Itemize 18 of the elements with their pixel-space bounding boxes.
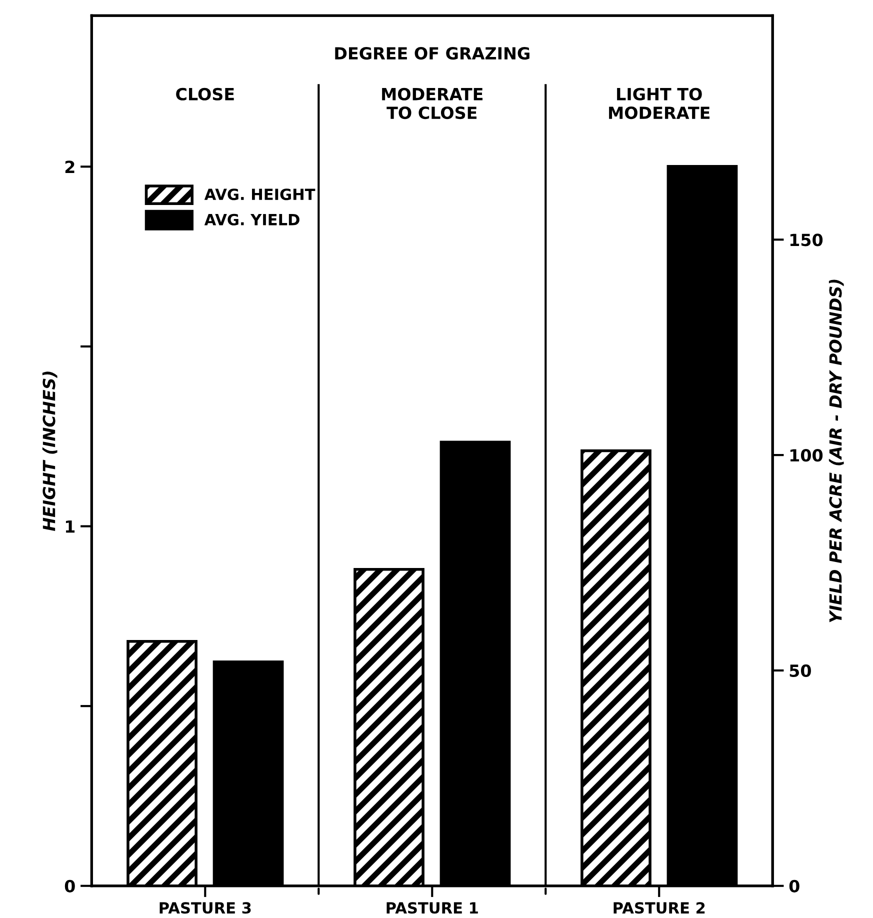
y2-tick-label: 50 [790,664,811,678]
y-tick-label: 0 [64,880,75,892]
x-tick-label: PASTURE 1 [386,902,478,914]
annotation: DEGREE OF GRAZING [335,46,530,60]
x-tick-label: PASTURE 2 [614,902,705,914]
x-tick-label: PASTURE 3 [160,902,251,914]
y-tick-label: 1 [66,520,75,533]
y-axis-title: HEIGHT (INCHES) [42,372,58,532]
y2-tick-label: 150 [790,234,823,246]
y2-tick-label: 100 [790,449,823,462]
y2-tick-label: 0 [789,880,800,892]
legend-label: AVG. YIELD [204,214,300,226]
y2-axis-title: YIELD PER ACRE (AIR - DRY POUNDS) [828,280,844,622]
annotation: MODERATE TO CLOSE [382,88,482,120]
annotation: LIGHT TO MODERATE [609,88,710,120]
y-tick-label: 2 [65,160,74,173]
legend-label: AVG. HEIGHT [204,188,316,200]
annotation: CLOSE [176,88,234,100]
